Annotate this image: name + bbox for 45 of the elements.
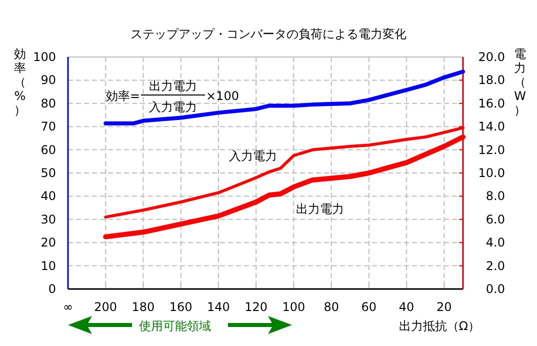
x-tick-label: 80 [324, 300, 339, 314]
x-tick-label: 100 [282, 300, 306, 314]
x-tick-label: 120 [244, 300, 268, 314]
y2-tick-label: 8.0 [486, 189, 505, 204]
x-axis-title: 出力抵抗（Ω） [398, 319, 480, 333]
y-tick-label: 70 [40, 120, 56, 134]
y-tick-label: 30 [40, 212, 56, 226]
line-series [104, 70, 465, 126]
y-tick-label: 100 [33, 50, 56, 64]
y2-tick-label: 6.0 [486, 212, 505, 226]
x-tick-label: 40 [398, 300, 414, 314]
y2-axis-title: 電力（W） [514, 47, 526, 117]
y2-tick-label: 2.0 [486, 258, 505, 273]
y2-tick-label: 14.0 [478, 120, 505, 134]
y2-tick-label: 12.0 [478, 142, 505, 157]
y-tick-label: 50 [40, 166, 56, 180]
y-tick-label: 60 [40, 142, 56, 157]
x-tick-label: 20 [436, 300, 452, 314]
y2-tick-label: 20.0 [478, 50, 505, 64]
annotation: 入力電力 [149, 100, 197, 114]
series-label: 出力電力 [296, 202, 344, 216]
y-tick-label: 0 [48, 282, 56, 296]
x-tick-label: 200 [94, 300, 118, 314]
chart-title: ステップアップ・コンバータの負荷による電力変化 [130, 27, 406, 41]
x-tick-label: ∞ [63, 300, 73, 314]
y2-tick-label: 16.0 [478, 96, 505, 110]
y2-tick-label: 10.0 [478, 166, 505, 180]
y-tick-label: 10 [40, 258, 56, 273]
y-tick-label: 40 [40, 189, 56, 204]
y-tick-label: 90 [40, 73, 56, 88]
series-label: 入力電力 [229, 149, 277, 163]
y2-tick-label: 18.0 [478, 73, 505, 88]
y-tick-label: 80 [40, 96, 56, 110]
annotation: 効率= [106, 89, 140, 103]
x-tick-label: 140 [207, 300, 230, 314]
y2-tick-label: 4.0 [486, 236, 505, 250]
y-tick-label: 20 [40, 236, 56, 250]
x-tick-label: 60 [361, 300, 377, 314]
text: 使用可能領域 [139, 319, 211, 333]
y2-tick-label: 0.0 [486, 282, 505, 296]
y-axis-title: 効率（%） [14, 47, 26, 117]
x-tick-label: 160 [169, 300, 192, 314]
annotation: 出力電力 [149, 79, 197, 93]
annotation: ×100 [206, 89, 239, 103]
x-tick-label: 180 [132, 300, 155, 314]
